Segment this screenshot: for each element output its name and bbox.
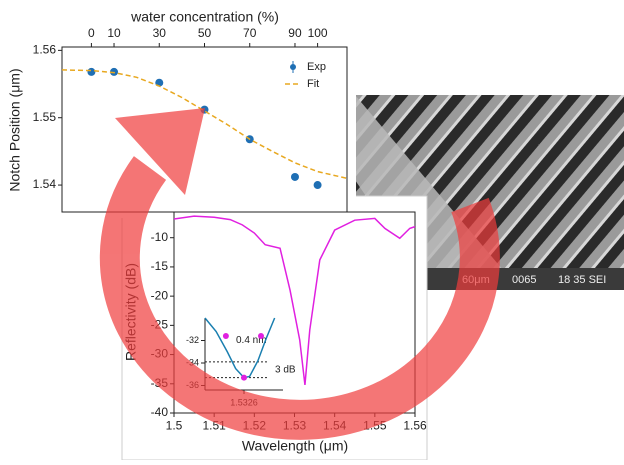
series-line: [61, 69, 348, 180]
x-tick-label: 100: [308, 26, 328, 40]
y-axis-label: Notch Position (μm): [7, 68, 23, 191]
x-tick-label: 50: [198, 26, 212, 40]
legend-label: Exp: [307, 61, 326, 73]
data-point: [241, 374, 247, 381]
data-point: [222, 333, 229, 339]
y-tick-label: 1.55: [33, 110, 57, 124]
cycle-arrow: [99, 108, 500, 440]
y-tick-label: 1.54: [33, 177, 57, 191]
series-line: [173, 215, 416, 386]
data-point: [313, 181, 322, 190]
y-tick-label: -10: [151, 230, 169, 244]
y-tick-label: -40: [151, 405, 169, 419]
sem-label: 0065: [512, 274, 536, 286]
x-tick-label: 90: [288, 26, 302, 40]
y-tick-label: 1.56: [33, 43, 57, 57]
data-point: [87, 67, 96, 76]
x-axis-label: water concentration (%): [130, 9, 279, 25]
x-tick-label: 1.56: [403, 418, 427, 432]
y-tick-label: -20: [151, 288, 169, 302]
annotation: 3 dB: [275, 364, 296, 375]
sem-label: 18 35 SEI: [558, 274, 606, 286]
y-tick-label: -15: [151, 259, 169, 273]
x-tick-label: 10: [107, 26, 121, 40]
y-tick-label: -34: [186, 357, 199, 367]
x-tick-label: 0: [88, 26, 95, 40]
x-tick-label: 30: [153, 26, 167, 40]
legend-label: Fit: [307, 78, 319, 90]
x-axis-label: Wavelength (μm): [242, 438, 348, 454]
annotation: 0.4 nm: [236, 335, 267, 346]
data-point: [257, 333, 264, 339]
x-tick-label: 1.5: [166, 418, 183, 432]
data-point: [290, 172, 299, 181]
y-tick-label: -32: [186, 335, 199, 345]
x-tick-label: 70: [243, 26, 257, 40]
